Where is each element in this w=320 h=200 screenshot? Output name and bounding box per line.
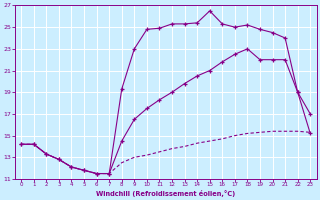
X-axis label: Windchill (Refroidissement éolien,°C): Windchill (Refroidissement éolien,°C) — [96, 190, 236, 197]
